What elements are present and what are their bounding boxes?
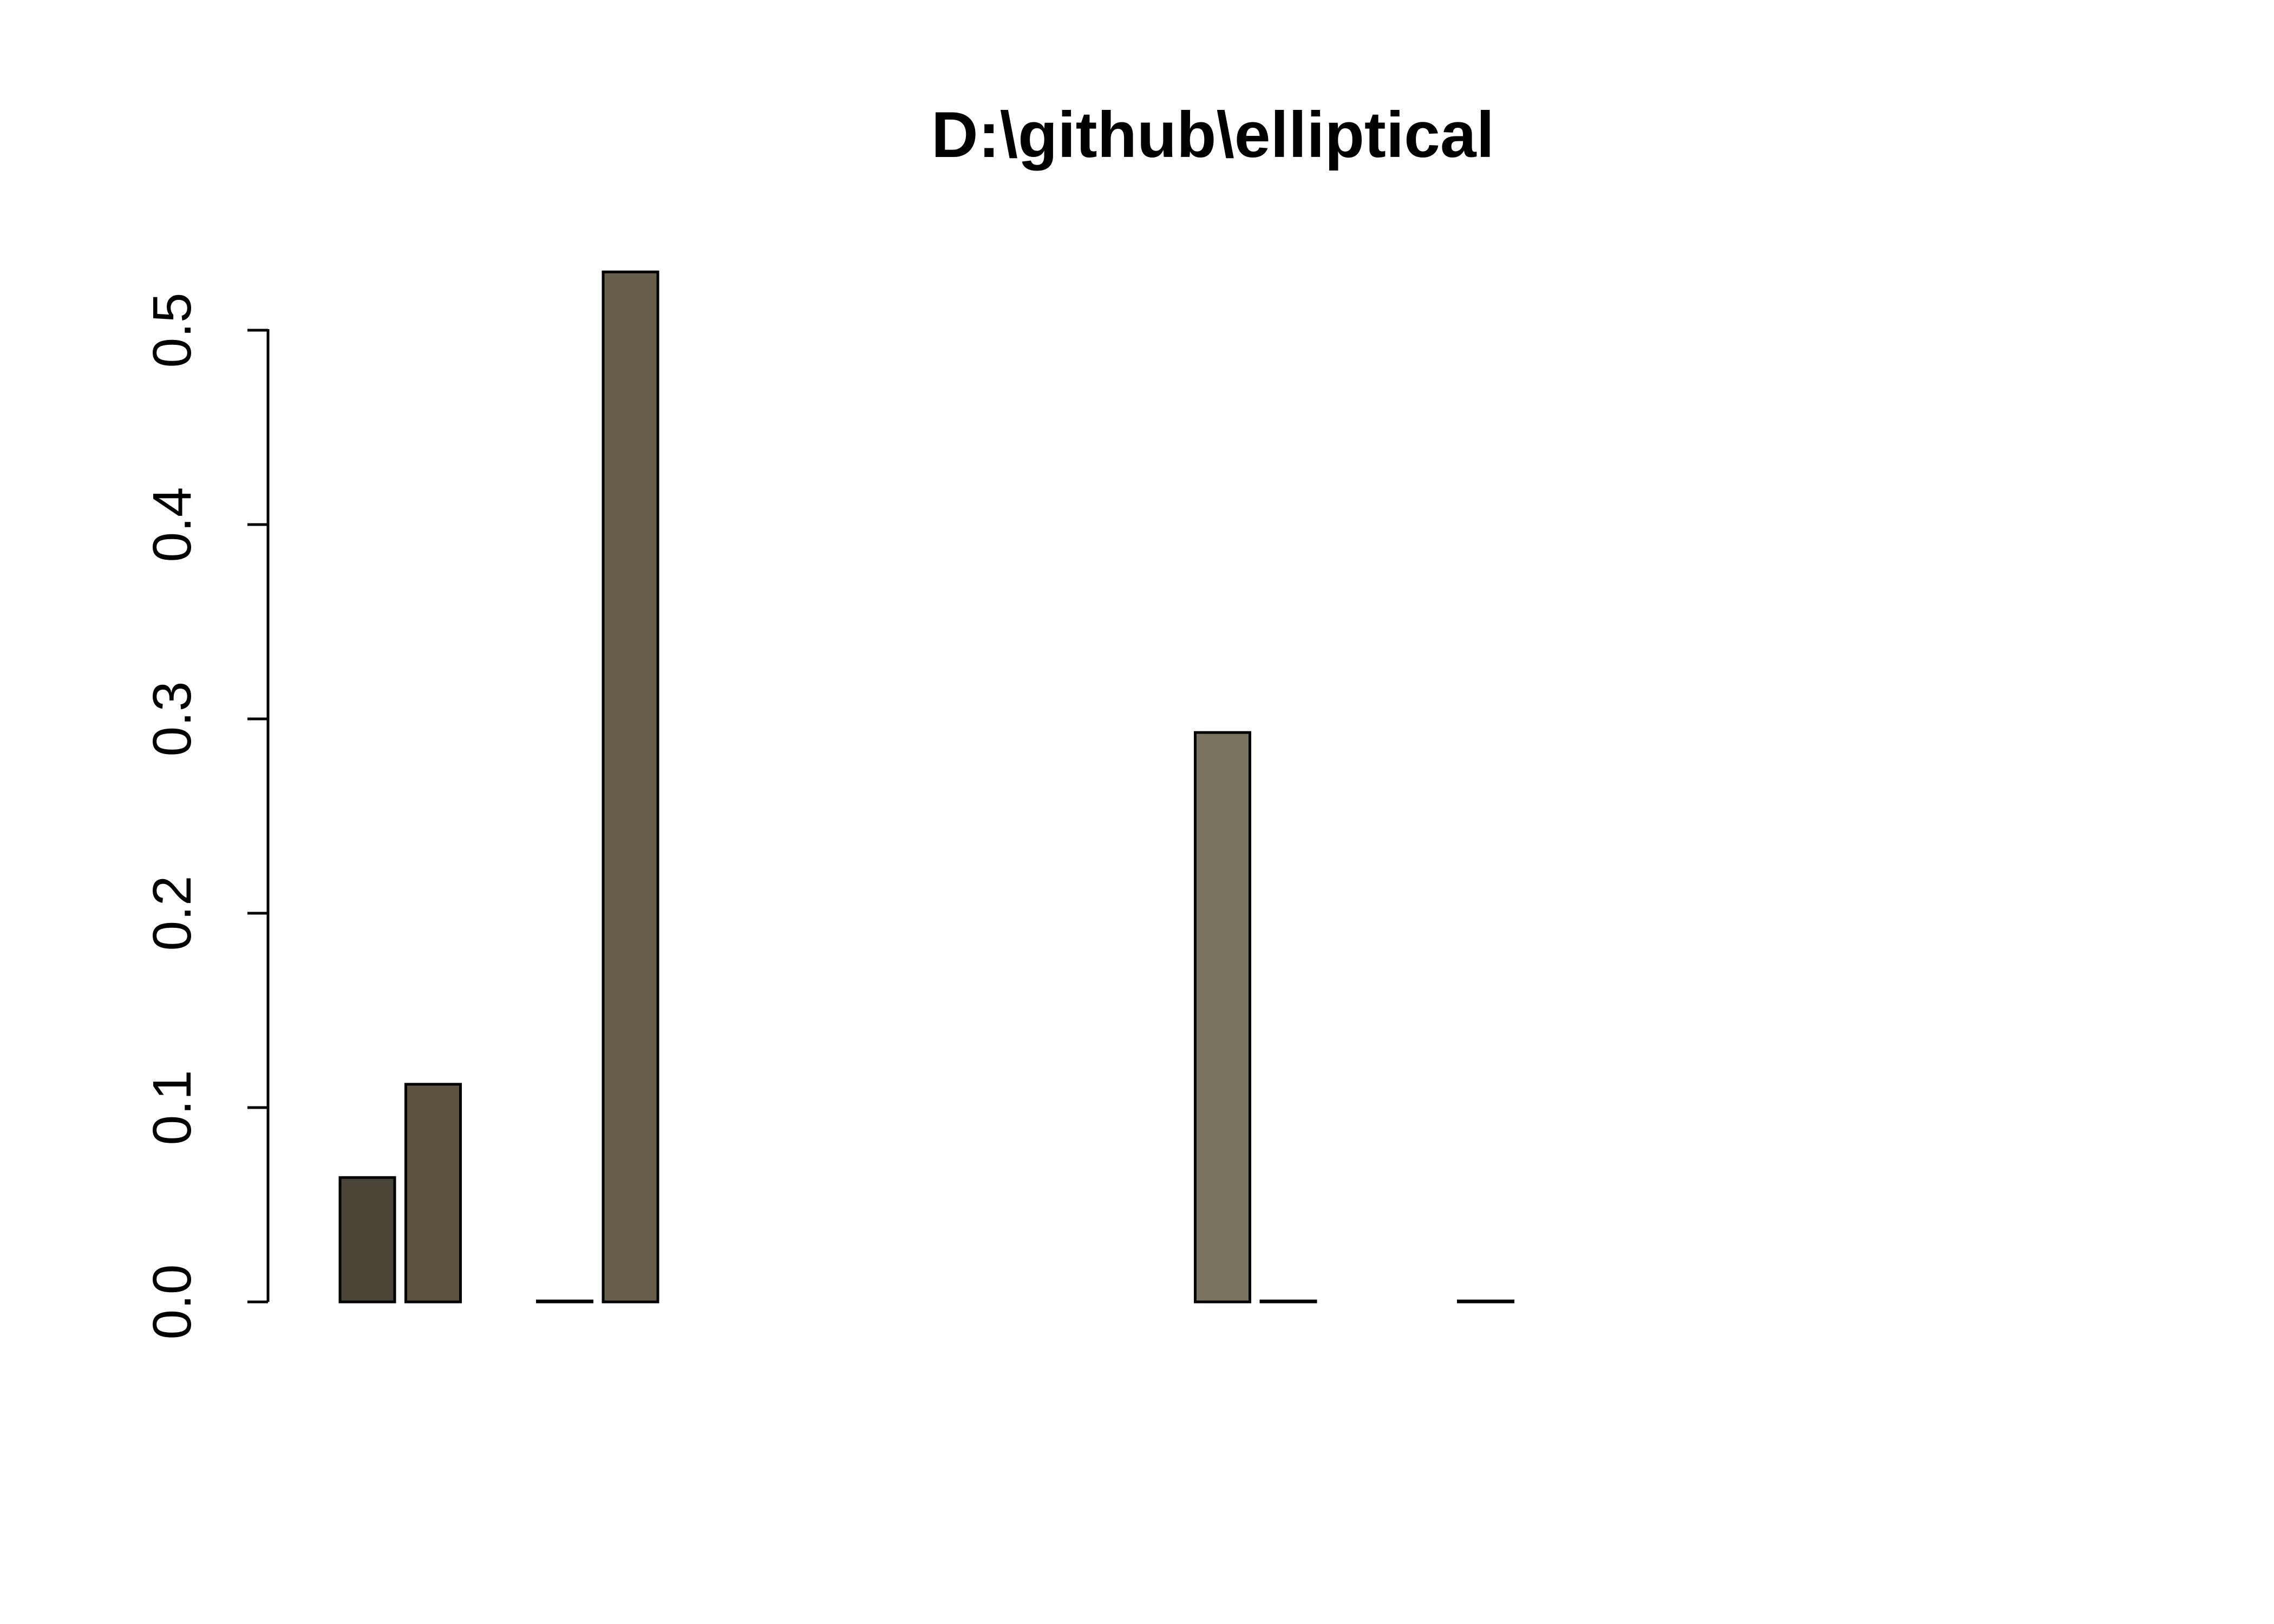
bar	[1457, 1299, 1514, 1304]
chart-title: D:\github\elliptical	[931, 99, 1494, 171]
y-tick-label: 0.1	[142, 1070, 202, 1145]
y-tick-label: 0.2	[142, 875, 202, 951]
bar	[1194, 731, 1251, 1304]
y-tick-label: 0.3	[142, 681, 202, 756]
bars	[338, 270, 1514, 1304]
y-tick-label: 0.4	[142, 487, 202, 562]
bar	[404, 1083, 462, 1304]
bar	[536, 1299, 593, 1304]
bar	[338, 1176, 396, 1304]
y-tick-label: 0.0	[142, 1264, 202, 1339]
bar	[1259, 1299, 1317, 1304]
y-tick-label: 0.5	[142, 292, 202, 368]
bar	[602, 270, 659, 1304]
y-axis-ticks: 0.0 0.1 0.2 0.3 0.4 0.5	[142, 292, 268, 1340]
